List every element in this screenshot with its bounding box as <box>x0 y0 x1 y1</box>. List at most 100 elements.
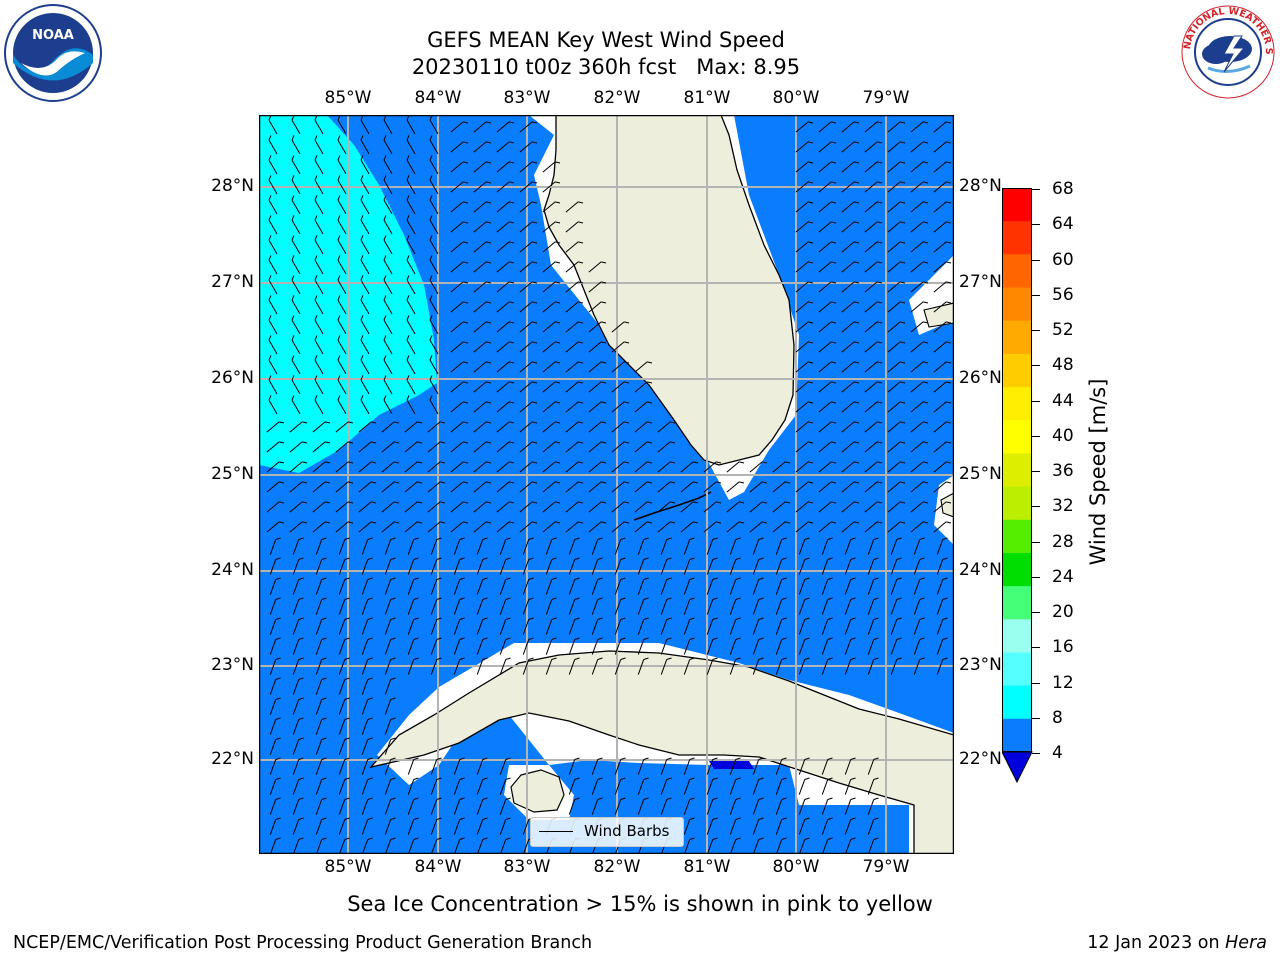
wind-barb <box>588 301 607 313</box>
wind-barb <box>611 381 630 393</box>
wind-barb <box>729 757 741 775</box>
wind-barb <box>315 837 327 854</box>
wind-barb <box>315 697 327 715</box>
wind-barb <box>703 501 722 513</box>
wind-barb <box>450 141 469 153</box>
wind-barb <box>519 501 538 513</box>
wind-barb <box>519 321 538 333</box>
wind-barb <box>292 577 304 595</box>
wind-barb <box>637 557 649 575</box>
wind-barb <box>450 221 469 233</box>
wind-barb <box>473 361 492 373</box>
wind-barb <box>519 401 538 413</box>
wind-barb <box>315 797 327 815</box>
wind-barb <box>933 181 952 193</box>
wind-barb <box>775 537 787 555</box>
wind-barb <box>406 175 416 195</box>
wind-barb <box>384 617 396 635</box>
wind-barb <box>292 757 304 775</box>
lon-tick-top: 79°W <box>862 88 910 108</box>
wind-barb <box>910 321 929 333</box>
wind-barb <box>588 481 607 493</box>
wind-barb <box>450 421 469 433</box>
wind-barb <box>614 537 626 555</box>
wind-barb <box>360 255 370 275</box>
wind-barb <box>519 281 538 293</box>
wind-barb <box>818 321 837 333</box>
wind-barb <box>312 441 331 453</box>
wind-barb <box>887 501 906 513</box>
colorbar-tick-mark <box>1032 400 1040 402</box>
wind-barb <box>660 637 672 655</box>
wind-barb <box>430 597 442 615</box>
wind-barb <box>844 537 856 555</box>
wind-barb <box>269 557 281 575</box>
wind-barb <box>337 275 347 295</box>
wind-barb <box>268 195 278 215</box>
wind-barb <box>795 461 814 473</box>
wind-barb <box>933 321 952 333</box>
wind-barb <box>657 521 676 533</box>
wind-barb <box>315 657 327 675</box>
wind-barb <box>660 557 672 575</box>
wind-barb <box>473 281 492 293</box>
wind-barb <box>795 361 814 373</box>
wind-barb <box>407 817 419 835</box>
wind-barb <box>429 355 439 375</box>
colorbar-tick-mark <box>1032 259 1040 261</box>
wind-barb <box>798 557 810 575</box>
lat-tick-right: 26°N <box>959 368 1002 388</box>
wind-barb <box>337 295 347 315</box>
wind-barb <box>404 461 423 473</box>
wind-barb <box>314 295 324 315</box>
wind-barb <box>315 617 327 635</box>
wind-barb <box>429 215 439 235</box>
wind-barb <box>358 501 377 513</box>
wind-barb <box>841 401 860 413</box>
wind-barb <box>841 161 860 173</box>
wind-barb <box>611 501 630 513</box>
colorbar-segment <box>1002 188 1032 222</box>
wind-barb <box>864 141 883 153</box>
wind-barb <box>545 557 557 575</box>
wind-barb <box>910 341 929 353</box>
wind-barb <box>542 521 561 533</box>
wind-barb <box>611 321 630 333</box>
wind-barb <box>588 381 607 393</box>
wind-barb <box>314 375 324 395</box>
wind-barb <box>683 537 695 555</box>
wind-barb <box>499 577 511 595</box>
wind-barb <box>361 617 373 635</box>
wind-barb <box>360 175 370 195</box>
wind-barb <box>588 461 607 473</box>
wind-barb <box>568 777 580 795</box>
wind-barb <box>729 657 741 675</box>
wind-barb <box>360 315 370 335</box>
wind-barb <box>752 537 764 555</box>
wind-barb <box>335 441 354 453</box>
wind-barb <box>729 537 741 555</box>
wind-barb <box>383 195 393 215</box>
wind-barb <box>315 677 327 695</box>
lat-tick-left: 22°N <box>211 749 254 769</box>
wind-barb <box>266 461 285 473</box>
wind-barb <box>844 557 856 575</box>
wind-barb <box>269 757 281 775</box>
wind-barb <box>565 321 584 333</box>
wind-barb <box>795 501 814 513</box>
wind-barb <box>406 375 416 395</box>
wind-barb <box>542 181 561 193</box>
wind-barb <box>496 201 515 213</box>
wind-barb <box>706 817 718 835</box>
wind-barb <box>821 557 833 575</box>
wind-barb <box>315 717 327 735</box>
wind-barb <box>844 597 856 615</box>
wind-barb <box>683 557 695 575</box>
wind-barb <box>519 521 538 533</box>
wind-barb <box>634 481 653 493</box>
wind-barb <box>775 797 787 815</box>
wind-barb <box>542 281 561 293</box>
wind-barb <box>588 501 607 513</box>
wind-barb <box>887 521 906 533</box>
wind-barb <box>568 557 580 575</box>
